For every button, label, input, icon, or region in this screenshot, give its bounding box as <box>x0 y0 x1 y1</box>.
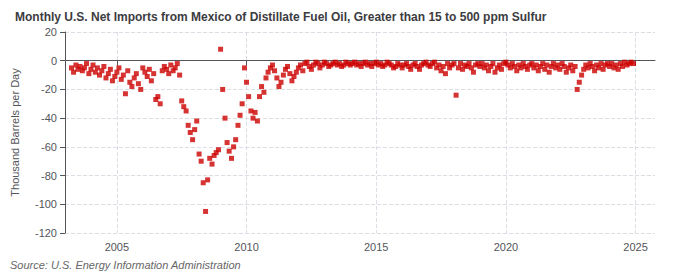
svg-text:2025: 2025 <box>623 241 647 253</box>
svg-text:2010: 2010 <box>234 241 258 253</box>
svg-text:-80: -80 <box>41 170 57 182</box>
svg-text:-60: -60 <box>41 141 57 153</box>
svg-text:-100: -100 <box>35 198 57 210</box>
svg-text:-40: -40 <box>41 112 57 124</box>
svg-text:20: 20 <box>45 26 57 38</box>
svg-text:2005: 2005 <box>105 241 129 253</box>
svg-text:Source: U.S. Energy Informatio: Source: U.S. Energy Information Administ… <box>10 259 241 271</box>
svg-text:Thousand Barrels per Day: Thousand Barrels per Day <box>9 68 21 197</box>
svg-text:0: 0 <box>51 55 57 67</box>
svg-text:-120: -120 <box>35 227 57 239</box>
svg-text:Monthly U.S. Net Imports from: Monthly U.S. Net Imports from Mexico of … <box>15 10 547 24</box>
svg-text:-20: -20 <box>41 83 57 95</box>
svg-text:2015: 2015 <box>364 241 388 253</box>
svg-text:2020: 2020 <box>494 241 518 253</box>
